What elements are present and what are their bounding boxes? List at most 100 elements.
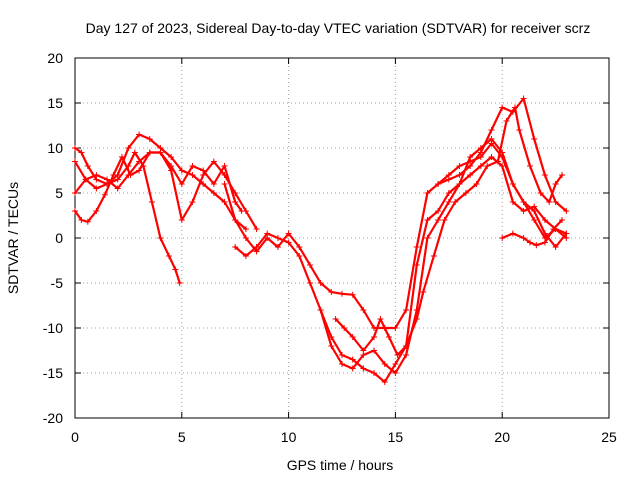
data-point-marker — [168, 154, 175, 160]
data-point-marker — [467, 154, 474, 160]
data-point-marker — [526, 163, 533, 169]
data-point-marker — [413, 316, 420, 322]
series-track-10 — [499, 217, 566, 249]
data-point-marker — [559, 217, 566, 223]
chart-title: Day 127 of 2023, Sidereal Day-to-day VTE… — [86, 20, 591, 36]
data-point-marker — [477, 149, 484, 156]
series-line — [73, 151, 258, 231]
series-track-8 — [332, 104, 566, 358]
series-line — [223, 142, 568, 330]
data-point-marker — [403, 352, 410, 358]
data-point-marker — [189, 199, 196, 205]
data-point-marker — [394, 352, 401, 358]
data-point-marker — [435, 181, 442, 187]
data-point-marker — [484, 163, 491, 169]
data-point-marker — [552, 244, 559, 250]
y-tick-label: 5 — [55, 185, 63, 201]
data-point-marker — [452, 199, 459, 205]
data-point-marker — [509, 199, 516, 205]
x-axis-label: GPS time / hours — [287, 457, 394, 473]
data-point-marker — [84, 163, 91, 169]
data-point-marker — [430, 253, 437, 259]
series-track-7 — [317, 136, 570, 376]
data-point-marker — [563, 230, 570, 237]
data-point-marker — [131, 149, 138, 156]
data-point-marker — [317, 307, 324, 313]
data-point-marker — [168, 163, 175, 169]
data-point-marker — [552, 199, 559, 205]
data-point-marker — [467, 163, 474, 169]
data-point-marker — [210, 158, 217, 165]
data-point-marker — [531, 136, 538, 142]
data-point-marker — [499, 104, 506, 111]
data-point-marker — [221, 163, 228, 169]
data-point-marker — [516, 127, 523, 133]
data-point-marker — [274, 235, 281, 241]
data-point-marker — [488, 154, 495, 160]
data-point-marker — [509, 181, 516, 187]
data-point-marker — [232, 244, 239, 250]
data-point-marker — [178, 167, 185, 174]
data-point-marker — [520, 208, 527, 214]
data-point-marker — [420, 289, 427, 295]
data-point-marker — [176, 280, 183, 286]
data-point-marker — [403, 307, 410, 313]
data-point-marker — [200, 181, 207, 187]
series-line — [319, 137, 568, 375]
data-point-marker — [253, 244, 260, 250]
data-point-marker — [499, 235, 506, 241]
data-point-marker — [165, 253, 172, 259]
data-point-marker — [232, 199, 239, 205]
data-point-marker — [189, 172, 196, 178]
data-point-marker — [477, 163, 484, 169]
data-point-marker — [360, 347, 367, 354]
data-point-marker — [349, 365, 356, 372]
data-point-marker — [445, 190, 452, 196]
data-point-marker — [210, 181, 217, 187]
data-point-marker — [339, 352, 345, 358]
data-point-marker — [157, 149, 164, 156]
data-point-marker — [349, 356, 356, 363]
data-point-marker — [264, 230, 271, 237]
y-tick-label: -15 — [43, 365, 63, 381]
data-point-marker — [72, 158, 78, 165]
data-point-marker — [104, 176, 111, 183]
data-point-marker — [317, 280, 324, 286]
data-point-marker — [509, 230, 516, 237]
y-axis-ticks: -20 -15 -10 -5 0 5 10 15 20 — [43, 50, 609, 426]
data-point-marker — [72, 190, 78, 196]
data-point-marker — [488, 136, 495, 142]
data-point-marker — [136, 131, 143, 138]
data-point-marker — [550, 226, 557, 232]
data-point-marker — [531, 208, 538, 214]
series-track-1 — [72, 145, 183, 286]
y-tick-label: -20 — [43, 410, 63, 426]
data-point-marker — [456, 181, 463, 187]
data-point-marker — [221, 181, 228, 187]
data-point-marker — [360, 365, 367, 372]
data-point-marker — [360, 307, 367, 313]
data-point-marker — [93, 172, 100, 178]
data-point-marker — [541, 172, 548, 178]
data-point-marker — [232, 217, 239, 223]
data-point-marker — [238, 208, 245, 214]
data-point-marker — [494, 158, 501, 165]
data-point-marker — [242, 235, 249, 241]
data-point-marker — [526, 239, 533, 246]
data-point-marker — [385, 334, 392, 340]
data-point-marker — [392, 370, 399, 376]
data-point-marker — [537, 190, 544, 196]
data-point-marker — [473, 181, 480, 187]
data-point-marker — [403, 343, 410, 349]
data-point-marker — [541, 230, 548, 237]
data-point-marker — [93, 185, 100, 192]
data-point-marker — [274, 244, 281, 250]
data-point-marker — [306, 280, 313, 286]
data-point-marker — [84, 218, 91, 225]
data-point-marker — [78, 217, 85, 223]
data-point-marker — [221, 199, 228, 205]
x-tick-label: 0 — [71, 429, 79, 445]
data-point-marker — [72, 145, 78, 151]
data-point-marker — [559, 172, 566, 178]
